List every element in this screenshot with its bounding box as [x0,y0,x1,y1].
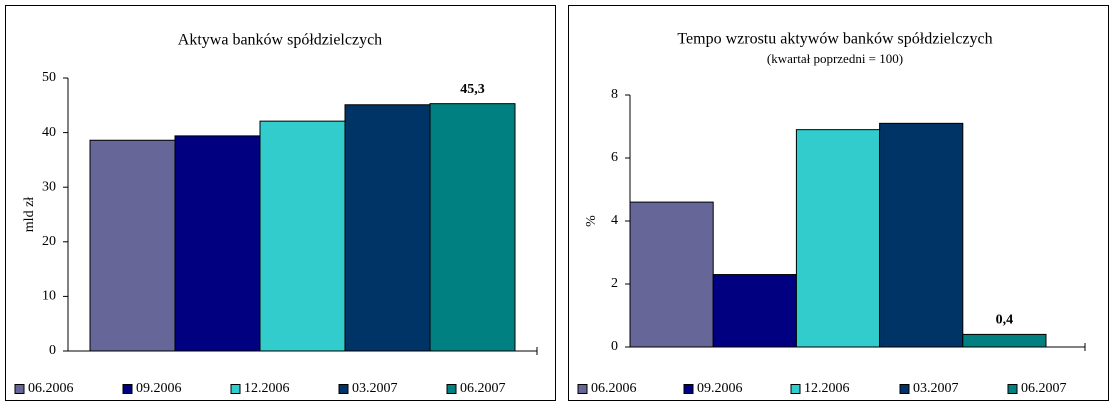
y-tick-label: 4 [611,213,618,228]
y-tick-label: 2 [611,276,618,291]
legend-swatch [790,384,801,394]
bar [89,139,176,352]
bar [962,333,1047,348]
bar [879,122,964,348]
y-tick-label: 20 [42,234,56,249]
legend-label: 12.2006 [244,381,290,396]
y-axis-label: % [584,215,599,227]
legend-label: 09.2006 [697,381,743,396]
bar [712,274,797,348]
legend-swatch [14,384,25,394]
value-label: 45,3 [460,82,485,97]
legend-swatch [338,384,349,394]
legend-label: 03.2007 [352,381,398,396]
y-tick-label: 6 [611,150,618,165]
bar [344,104,431,352]
legend-swatch [230,384,241,394]
bar [629,201,714,348]
legend-swatch [122,384,133,394]
value-label: 0,4 [996,313,1014,328]
chart-title: Tempo wzrostu aktywów banków spółdzielcz… [677,31,992,48]
y-tick-label: 0 [611,339,618,354]
legend-label: 06.2006 [28,381,74,396]
legend-swatch [683,384,694,394]
legend-swatch [577,384,588,394]
legend-swatch [1007,384,1018,394]
legend-label: 09.2006 [136,381,182,396]
y-tick-label: 8 [611,87,618,102]
y-tick-label: 30 [42,179,56,194]
y-tick-label: 50 [42,70,56,85]
chart-title: Aktywa banków spółdzielczych [178,32,382,49]
bar [795,129,881,348]
legend-swatch [899,384,910,394]
legend-label: 12.2006 [804,381,850,396]
legend-label: 03.2007 [913,381,959,396]
y-tick-label: 40 [42,125,56,140]
legend-swatch [446,384,457,394]
bar [174,135,261,352]
chart-subtitle: (kwartał poprzedni = 100) [767,51,903,66]
legend-label: 06.2006 [591,381,637,396]
legend-label: 06.2007 [460,381,506,396]
y-axis-label: mld zł [22,197,37,232]
legend-label: 06.2007 [1021,381,1067,396]
y-tick-label: 10 [42,289,56,304]
bar [259,120,346,352]
bar [429,103,516,352]
y-tick-label: 0 [49,343,56,358]
